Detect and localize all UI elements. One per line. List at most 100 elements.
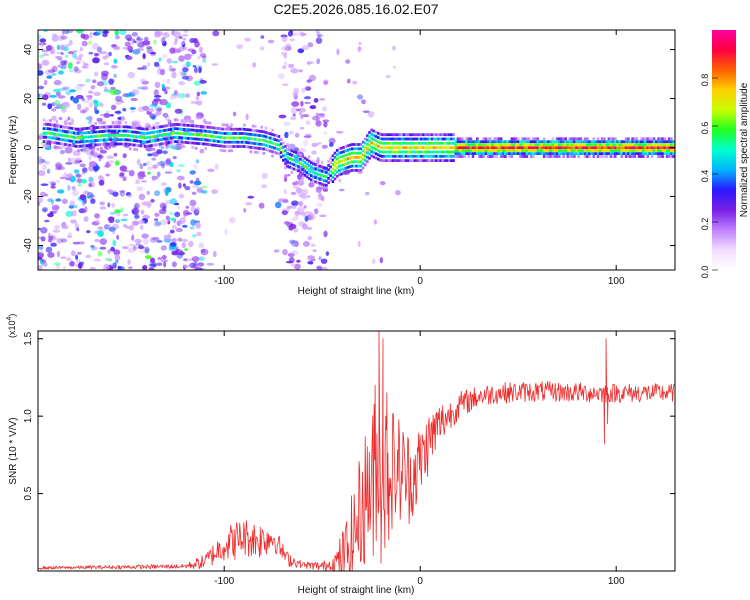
heatmap-cell xyxy=(383,137,386,141)
heatmap-cell xyxy=(445,159,449,162)
top-x-tick-label: -100 xyxy=(214,276,234,287)
heatmap-cell xyxy=(251,137,255,141)
heatmap-cell xyxy=(137,67,144,70)
heatmap-cell xyxy=(119,30,127,35)
y-multiplier-base: (x10 xyxy=(7,320,17,338)
heatmap-cell xyxy=(232,140,235,144)
heatmap-cell xyxy=(258,134,261,137)
heatmap-cell xyxy=(47,131,50,135)
heatmap-cell xyxy=(112,191,119,197)
heatmap-cell xyxy=(404,133,408,137)
heatmap-cell xyxy=(303,205,307,209)
heatmap-cell xyxy=(366,151,369,155)
heatmap-cell xyxy=(387,141,391,145)
heatmap-cell xyxy=(534,146,537,150)
heatmap-cell xyxy=(92,126,95,130)
heatmap-cell xyxy=(577,146,580,150)
heatmap-cell xyxy=(583,155,587,158)
heatmap-cell xyxy=(87,95,93,101)
heatmap-cell xyxy=(657,146,660,150)
heatmap-cell xyxy=(376,131,380,135)
heatmap-cell xyxy=(366,160,369,163)
heatmap-cell xyxy=(98,153,102,159)
heatmap-cell xyxy=(195,159,200,164)
heatmap-cell xyxy=(491,155,494,158)
heatmap-cell xyxy=(642,140,645,144)
heatmap-cell xyxy=(521,140,524,144)
heatmap-cell xyxy=(106,224,112,229)
heatmap-cell xyxy=(497,152,501,155)
heatmap-cell xyxy=(107,134,110,137)
heatmap-cell xyxy=(202,133,205,137)
heatmap-cell xyxy=(437,146,440,150)
heatmap-cell xyxy=(84,167,88,174)
heatmap-cell xyxy=(49,140,52,144)
heatmap-cell xyxy=(594,149,598,152)
heatmap-cell xyxy=(107,146,110,150)
heatmap-cell xyxy=(144,132,147,135)
heatmap-cell xyxy=(221,149,225,152)
heatmap-cell xyxy=(555,152,559,155)
heatmap-cell xyxy=(482,152,486,155)
heatmap-cell xyxy=(178,55,185,62)
heatmap-cell xyxy=(187,132,190,136)
heatmap-cell xyxy=(162,205,167,211)
heatmap-cell xyxy=(450,150,453,154)
heatmap-cell xyxy=(614,137,617,141)
heatmap-cell xyxy=(357,147,361,151)
heatmap-cell xyxy=(258,202,265,209)
heatmap-cell xyxy=(417,137,421,141)
colorbar-tick-label: 0.4 xyxy=(700,170,710,183)
heatmap-cell xyxy=(439,141,442,145)
heatmap-cell xyxy=(310,178,313,182)
heatmap-cell xyxy=(105,110,110,114)
heatmap-cell xyxy=(307,261,314,265)
heatmap-cell xyxy=(320,182,324,186)
heatmap-cell xyxy=(404,154,408,158)
heatmap-cell xyxy=(57,133,61,137)
heatmap-cell xyxy=(402,159,406,162)
heatmap-cell xyxy=(53,88,61,93)
heatmap-cell xyxy=(279,138,283,141)
heatmap-cell xyxy=(471,143,475,147)
heatmap-cell xyxy=(607,140,611,144)
heatmap-cell xyxy=(169,229,175,234)
heatmap-cell xyxy=(504,143,507,147)
heatmap-cell xyxy=(601,137,604,141)
heatmap-cell xyxy=(430,154,434,158)
heatmap-cell xyxy=(279,151,283,154)
heatmap-cell xyxy=(56,44,61,51)
heatmap-cell xyxy=(311,142,318,148)
heatmap-cell xyxy=(281,35,288,43)
heatmap-cell xyxy=(299,126,305,130)
heatmap-cell xyxy=(72,135,76,139)
heatmap-cell xyxy=(400,150,404,154)
heatmap-cell xyxy=(174,144,177,148)
heatmap-cell xyxy=(532,143,535,147)
heatmap-cell xyxy=(346,161,350,165)
heatmap-cell xyxy=(73,161,80,165)
heatmap-cell xyxy=(331,158,335,162)
heatmap-cell xyxy=(213,130,216,134)
heatmap-cell xyxy=(101,70,109,77)
heatmap-cell xyxy=(338,173,341,177)
heatmap-cell xyxy=(642,155,645,158)
heatmap-cell xyxy=(504,146,507,150)
heatmap-cell xyxy=(290,153,294,157)
heatmap-cell xyxy=(135,143,138,147)
colorbar-ticks: 0.00.20.40.60.8 xyxy=(700,74,718,278)
heatmap-cell xyxy=(553,149,557,152)
heatmap-cell xyxy=(547,146,550,150)
heatmap-cell xyxy=(493,143,496,147)
heatmap-cell xyxy=(282,145,285,149)
heatmap-cell xyxy=(551,152,555,155)
heatmap-cell xyxy=(273,142,276,146)
heatmap-cell xyxy=(168,246,176,252)
heatmap-cell xyxy=(294,155,298,159)
heatmap-cell xyxy=(292,154,296,158)
heatmap-cell xyxy=(370,154,373,158)
heatmap-cell xyxy=(122,108,127,112)
heatmap-cell xyxy=(445,133,449,137)
heatmap-cell xyxy=(125,55,133,61)
heatmap-cell xyxy=(402,146,406,150)
